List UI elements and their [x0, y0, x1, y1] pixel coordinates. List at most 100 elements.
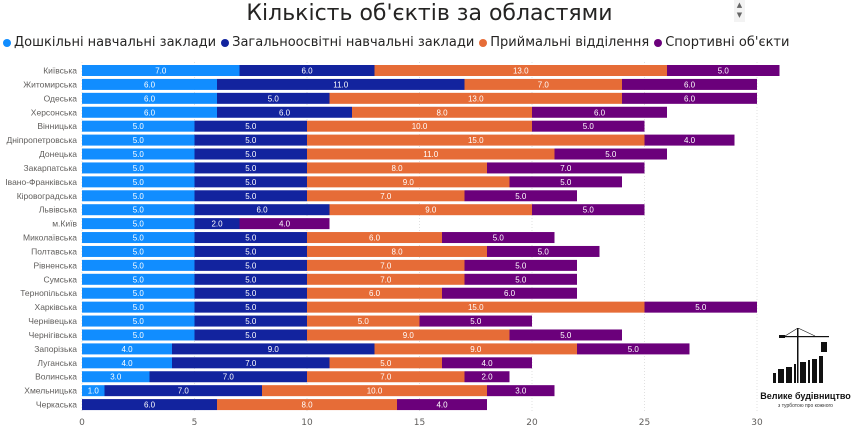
bar-segment [374, 65, 667, 76]
bar-segment [82, 343, 172, 355]
category-label: Волинська [35, 372, 77, 382]
bar-segment [352, 106, 532, 118]
data-label: 5.0 [133, 234, 145, 243]
data-label: 5.0 [245, 122, 257, 131]
data-label: 9.0 [403, 178, 415, 187]
bar-segment [442, 357, 532, 369]
scroll-up-icon[interactable]: ▲ [736, 1, 743, 9]
bar-segment [217, 106, 352, 118]
legend-item-general[interactable]: Загальноосвітні навчальні заклади [221, 35, 474, 50]
data-label: 5.0 [133, 303, 145, 312]
bar-segment [307, 134, 645, 146]
bar-segment [307, 273, 465, 285]
data-label: 8.0 [301, 401, 313, 410]
category-label: Черкаська [36, 400, 77, 410]
bar-segment [487, 385, 555, 397]
bar-segment [239, 65, 375, 76]
data-label: 5.0 [358, 317, 370, 326]
scroll-down-icon[interactable]: ▼ [736, 11, 743, 19]
bar-segment [217, 78, 465, 90]
bar-segment [307, 162, 487, 174]
bar-segment [644, 134, 735, 146]
data-label: 7.0 [560, 164, 572, 173]
category-label: Вінницька [37, 121, 77, 131]
category-label: Львівська [39, 205, 77, 215]
bar-segment [509, 329, 622, 341]
data-label: 5.0 [380, 359, 392, 368]
data-label: 6.0 [144, 80, 156, 89]
legend-item-preschool[interactable]: Дошкільні навчальні заклади [3, 35, 216, 50]
data-label: 5.0 [583, 122, 595, 131]
data-label: 5.0 [133, 122, 145, 131]
data-label: 5.0 [245, 164, 257, 173]
bar-segment [194, 259, 307, 271]
bar-segment [194, 162, 307, 174]
data-label: 5.0 [268, 94, 280, 103]
data-label: 9.0 [470, 345, 482, 354]
category-label: Івано-Франківська [5, 177, 77, 187]
bar-segment [509, 176, 622, 188]
data-label: 5.0 [133, 150, 145, 159]
bar-segment [194, 301, 307, 313]
bar-segment [487, 245, 600, 257]
bar-segment [194, 315, 307, 327]
bar-segment [82, 371, 150, 383]
data-label: 11.0 [333, 80, 349, 89]
category-label: Чернівецька [28, 316, 77, 326]
legend-label: Приймальні відділення [490, 35, 650, 50]
bar-segment [464, 78, 622, 90]
data-label: 5.0 [515, 275, 527, 284]
legend-item-sport[interactable]: Спортивні об'єкти [654, 35, 789, 50]
data-label: 5.0 [133, 331, 145, 340]
bar-segment [644, 301, 757, 313]
x-tick-label: 5 [192, 418, 198, 428]
data-label: 9.0 [403, 331, 415, 340]
data-label: 5.0 [245, 192, 257, 201]
bar-segment [419, 315, 532, 327]
bar-segment [172, 357, 330, 369]
legend-label: Дошкільні навчальні заклади [14, 35, 217, 50]
data-label: 10.0 [412, 122, 428, 131]
bar-segment [374, 343, 577, 355]
data-label: 7.0 [380, 261, 392, 270]
bar-segment [307, 245, 487, 257]
bar-segment [329, 92, 622, 104]
bar-segment [82, 301, 195, 313]
data-label: 11.0 [423, 150, 439, 159]
data-label: 5.0 [245, 303, 257, 312]
bar-segment [307, 190, 465, 202]
data-label: 5.0 [133, 164, 145, 173]
bar-segment [397, 399, 487, 411]
data-label: 5.0 [628, 345, 640, 354]
bar-segment [82, 92, 217, 104]
bar-segment [307, 371, 465, 383]
logo-name: Велике будівництво [760, 391, 851, 401]
data-label: 9.0 [425, 206, 437, 215]
data-label: 13.0 [468, 94, 484, 103]
legend-dot-icon [654, 38, 663, 47]
bar-segment [464, 259, 577, 271]
data-label: 5.0 [245, 247, 257, 256]
data-label: 6.0 [594, 108, 606, 117]
bar-segment [82, 218, 195, 230]
category-label: Кіровоградська [17, 191, 78, 201]
data-label: 5.0 [133, 275, 145, 284]
category-label: Херсонська [31, 107, 77, 117]
scroll-control[interactable]: ▲ ▼ [734, 0, 745, 22]
bar-segment [307, 120, 532, 132]
bar-segment [194, 287, 307, 299]
category-label: Хмельницька [24, 386, 77, 396]
data-label: 3.0 [110, 373, 122, 382]
data-label: 6.0 [684, 94, 696, 103]
legend-item-reception[interactable]: Приймальні відділення [479, 35, 649, 50]
data-label: 7.0 [380, 275, 392, 284]
legend-dot-icon [221, 38, 230, 47]
data-label: 6.0 [369, 289, 381, 298]
bar-segment [487, 162, 645, 174]
bar-segment [667, 65, 780, 76]
x-tick-label: 15 [414, 418, 425, 428]
bar-segment [194, 273, 307, 285]
data-label: 6.0 [301, 67, 313, 76]
legend-dot-icon [3, 38, 11, 47]
